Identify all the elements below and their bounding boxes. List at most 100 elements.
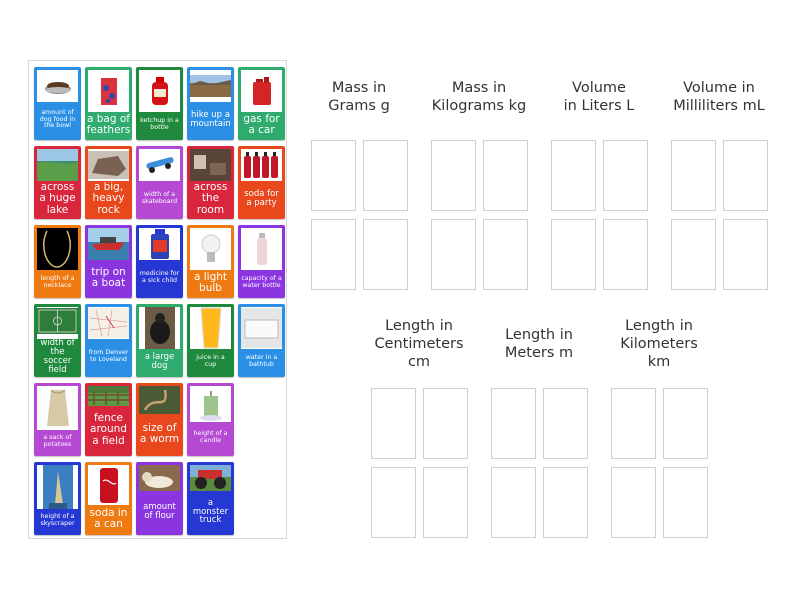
drop-slot[interactable]	[483, 219, 528, 290]
sort-item-card[interactable]: fence around a field	[85, 383, 132, 456]
drop-slot[interactable]	[663, 388, 708, 459]
group-title-line: Milliliters mL	[673, 98, 765, 114]
sort-item-card[interactable]: soda in a can	[85, 462, 132, 535]
drop-slot[interactable]	[311, 140, 356, 211]
sort-item-card[interactable]: size of a worm	[136, 383, 183, 456]
drop-slot[interactable]	[431, 219, 476, 290]
fence-icon	[88, 386, 129, 406]
drop-slot[interactable]	[671, 140, 716, 211]
mountain-landscape-icon	[190, 70, 231, 102]
drop-slot[interactable]	[611, 388, 656, 459]
sort-item-label: height of a skyscraper	[40, 513, 75, 527]
sort-item-label: capacity of a water bottle	[241, 275, 282, 289]
drop-slot[interactable]	[311, 219, 356, 290]
sort-item-card[interactable]: ketchup in a bottle	[136, 67, 183, 140]
sort-item-card[interactable]: soda for a party	[238, 146, 285, 219]
drop-slot[interactable]	[723, 219, 768, 290]
sort-item-card[interactable]: length of a necklace	[34, 225, 81, 298]
sort-item-label: a bag of feathers	[86, 112, 131, 136]
light-bulb-icon	[190, 228, 231, 270]
sort-item-card[interactable]: hike up a mountain	[187, 67, 234, 140]
drop-slot[interactable]	[371, 467, 416, 538]
drop-slot[interactable]	[603, 140, 648, 211]
drop-slot[interactable]	[363, 219, 408, 290]
sort-item-card[interactable]: capacity of a water bottle	[238, 225, 285, 298]
sort-item-card[interactable]: a monster truck	[187, 462, 234, 535]
water-bottle-icon	[241, 228, 282, 270]
group-title-line: Grams g	[328, 98, 390, 114]
sort-item-label: across the room	[193, 181, 228, 216]
sort-item-card[interactable]: across the room	[187, 146, 234, 219]
sort-item-label: a large dog	[144, 352, 175, 371]
drop-slot[interactable]	[363, 140, 408, 211]
group-title-line: Kilograms kg	[431, 98, 527, 114]
drop-slot[interactable]	[423, 388, 468, 459]
sort-item-card[interactable]: a light bulb	[187, 225, 234, 298]
necklace-icon	[37, 228, 78, 270]
drop-slot[interactable]	[491, 388, 536, 459]
group-title-line: Length in	[385, 318, 453, 334]
group-title: Volume in Milliliters mL	[659, 79, 779, 115]
group-title-line: Mass in	[331, 80, 387, 96]
drop-slot[interactable]	[371, 388, 416, 459]
sort-item-card[interactable]: medicine for a sick child	[136, 225, 183, 298]
sort-item-card[interactable]: amount of dog food in the bowl	[34, 67, 81, 140]
sort-item-card[interactable]: trip on a boat	[85, 225, 132, 298]
flour-icon	[139, 465, 180, 491]
group-title: Volume in Liters L	[539, 79, 659, 115]
sort-item-card[interactable]: a sack of potatoes	[34, 383, 81, 456]
drop-slot[interactable]	[611, 467, 656, 538]
sort-item-card[interactable]: gas for a car	[238, 67, 285, 140]
group-title-line: Length in	[625, 318, 693, 334]
sort-item-label: width of a skateboard	[141, 191, 178, 205]
sort-item-card[interactable]: a large dog	[136, 304, 183, 377]
drop-slot[interactable]	[551, 140, 596, 211]
sort-item-card[interactable]: from Denver to Loveland	[85, 304, 132, 377]
gas-can-icon	[241, 70, 282, 112]
drop-slot[interactable]	[723, 140, 768, 211]
group-title-line: in Liters L	[563, 98, 635, 114]
drop-slot[interactable]	[603, 219, 648, 290]
sort-item-label: a light bulb	[193, 270, 228, 294]
sort-item-label: a monster truck	[192, 497, 229, 526]
drop-slot[interactable]	[663, 467, 708, 538]
group-title-line: Centimeters	[374, 336, 464, 352]
drop-slot[interactable]	[543, 388, 588, 459]
potato-sack-icon	[37, 386, 78, 430]
worm-icon	[139, 386, 180, 414]
drop-slot[interactable]	[543, 467, 588, 538]
sort-item-label: width of the soccer field	[40, 338, 75, 375]
sort-item-card[interactable]: a big, heavy rock	[85, 146, 132, 219]
sort-item-card[interactable]: height of a skyscraper	[34, 462, 81, 535]
group-title: Mass in Grams g	[299, 79, 419, 115]
sort-item-card[interactable]: water in a bathtub	[238, 304, 285, 377]
drop-slot[interactable]	[491, 467, 536, 538]
sort-item-card[interactable]: amount of flour	[136, 462, 183, 535]
sort-item-card[interactable]: width of a skateboard	[136, 146, 183, 219]
sort-item-label: soda for a party	[244, 189, 279, 208]
soda-can-icon	[88, 465, 129, 505]
sort-item-label: size of a worm	[139, 421, 180, 445]
group-title: Length in Kilometers km	[599, 317, 719, 371]
group-title-line: Volume	[572, 80, 626, 96]
sort-item-label: across a huge lake	[39, 181, 76, 216]
drop-slot[interactable]	[671, 219, 716, 290]
sort-item-card[interactable]: height of a candle	[187, 383, 234, 456]
drop-slot[interactable]	[431, 140, 476, 211]
ketchup-bottle-icon	[139, 70, 180, 112]
sort-item-card[interactable]: a bag of feathers	[85, 67, 132, 140]
sort-item-label: ketchup in a bottle	[140, 117, 179, 131]
drop-slot[interactable]	[551, 219, 596, 290]
sort-item-label: amount of flour	[143, 502, 176, 521]
sort-item-label: fence around a field	[90, 412, 127, 447]
drop-slot[interactable]	[483, 140, 528, 211]
sort-item-label: a big, heavy rock	[92, 181, 125, 216]
medicine-bottle-icon	[139, 228, 180, 260]
group-title-line: Length in	[505, 327, 573, 343]
sort-item-card[interactable]: juice in a cup	[187, 304, 234, 377]
drop-slot[interactable]	[423, 467, 468, 538]
sort-item-label: gas for a car	[243, 112, 280, 136]
bag-of-feathers-icon	[88, 70, 129, 112]
sort-item-card[interactable]: width of the soccer field	[34, 304, 81, 377]
sort-item-card[interactable]: across a huge lake	[34, 146, 81, 219]
